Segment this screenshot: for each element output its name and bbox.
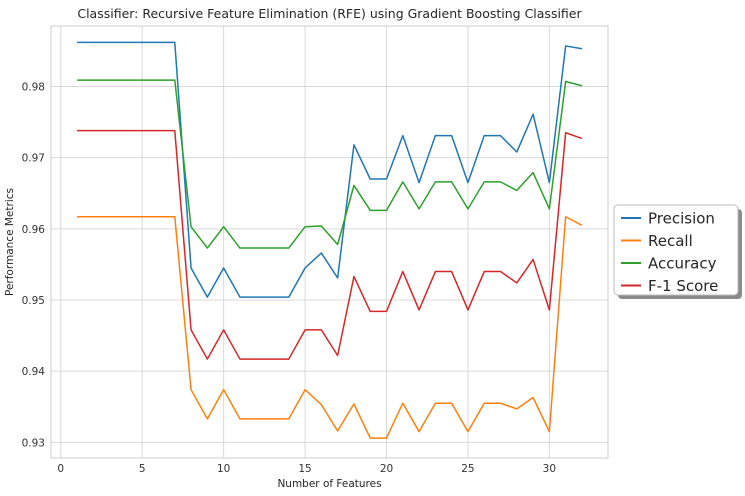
x-tick-labels: 0 5 10 15 20 25 30: [57, 463, 556, 475]
series-line-f-1-score: [77, 129, 583, 360]
y-tick-label: 0.97: [22, 153, 45, 165]
x-tick-label: 10: [217, 463, 230, 475]
plot-frame: [50, 25, 609, 459]
y-tick-label: 0.94: [22, 366, 46, 378]
x-tick-label: 30: [543, 463, 556, 475]
plot-background: [51, 26, 608, 458]
series-line-recall: [77, 215, 583, 439]
y-tick-label: 0.96: [22, 224, 46, 236]
x-tick-label: 15: [298, 463, 311, 475]
legend-label: F-1 Score: [648, 277, 718, 295]
legend-label: Recall: [648, 232, 693, 250]
legend-items: Precision Recall Accuracy F-1 Score: [621, 210, 718, 295]
y-tick-label: 0.98: [22, 81, 45, 93]
series-line-precision: [77, 41, 583, 298]
x-tick-label: 0: [57, 463, 64, 475]
y-tick-labels: 0.93 0.94 0.95 0.96 0.97 0.98: [22, 81, 46, 449]
x-tick-label: 25: [461, 463, 474, 475]
series-line-accuracy: [77, 79, 583, 249]
legend-box: [613, 204, 739, 296]
grid: [51, 26, 608, 458]
x-tick-label: 20: [380, 463, 393, 475]
series-layer: [77, 41, 583, 439]
y-tick-label: 0.93: [22, 437, 45, 449]
legend-label: Precision: [648, 210, 715, 228]
legend: Precision Recall Accuracy F-1 Score: [613, 204, 742, 299]
x-axis-label: Number of Features: [277, 478, 381, 490]
y-axis-label: Performance Metrics: [4, 188, 16, 296]
chart-title: Classifier: Recursive Feature Eliminatio…: [77, 6, 582, 21]
x-tick-label: 5: [139, 463, 146, 475]
legend-label: Accuracy: [648, 255, 717, 273]
y-tick-label: 0.95: [22, 295, 45, 307]
